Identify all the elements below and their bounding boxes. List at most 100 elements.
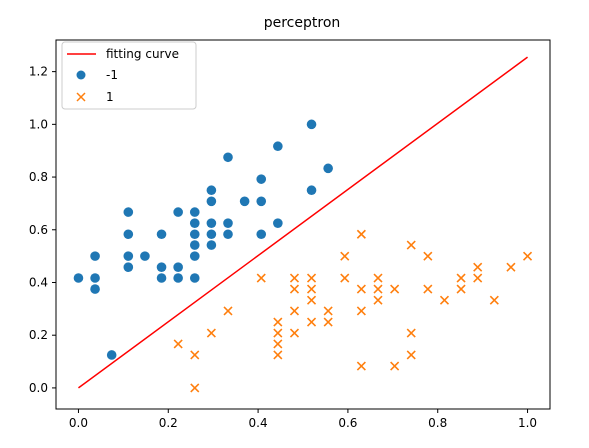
- x-tick-label: 1.0: [518, 416, 537, 430]
- point-pos1: [406, 350, 416, 360]
- y-tick-label: 0.2: [29, 328, 48, 342]
- point-pos1: [356, 284, 366, 294]
- x-tick-label: 0.6: [338, 416, 357, 430]
- legend-label-pos1: 1: [106, 90, 114, 104]
- plot-frame: [55, 39, 551, 410]
- point-pos1: [306, 284, 317, 294]
- point-pos1: [223, 306, 233, 316]
- legend-label-neg1: -1: [106, 68, 118, 82]
- point-pos1: [522, 251, 533, 261]
- point-neg1: [306, 119, 317, 130]
- point-pos1: [373, 295, 383, 305]
- point-pos1: [406, 240, 416, 250]
- point-pos1: [506, 262, 516, 272]
- point-pos1: [273, 350, 283, 360]
- point-neg1: [106, 350, 117, 360]
- point-neg1: [239, 196, 250, 207]
- point-pos1: [456, 284, 466, 294]
- point-neg1: [123, 229, 134, 240]
- point-pos1: [439, 295, 450, 305]
- point-neg1: [90, 284, 100, 294]
- point-neg1: [156, 229, 167, 240]
- point-pos1: [289, 328, 300, 338]
- y-tick-label: 0.6: [29, 223, 48, 237]
- legend-x-swatch: [76, 92, 86, 102]
- point-neg1: [156, 273, 167, 283]
- point-neg1: [189, 240, 200, 250]
- point-pos1: [306, 317, 317, 327]
- y-tick-label: 0.4: [29, 275, 48, 289]
- point-neg1: [73, 273, 84, 283]
- point-neg1: [123, 251, 134, 261]
- point-pos1: [273, 317, 283, 327]
- x-tick-label: 0.4: [249, 416, 268, 430]
- point-pos1: [323, 306, 333, 316]
- point-neg1: [306, 185, 317, 196]
- legend: fitting curve -1 1: [61, 41, 197, 110]
- point-pos1: [289, 306, 300, 316]
- point-pos1: [256, 273, 266, 283]
- point-pos1: [356, 361, 366, 371]
- point-pos1: [273, 328, 283, 338]
- point-pos1: [289, 273, 300, 283]
- point-pos1: [373, 273, 383, 283]
- point-neg1: [273, 141, 283, 152]
- plot-area: [73, 56, 533, 393]
- point-pos1: [323, 317, 333, 327]
- point-neg1: [173, 273, 183, 283]
- point-pos1: [289, 284, 300, 294]
- point-neg1: [206, 229, 217, 240]
- point-neg1: [90, 251, 100, 261]
- point-pos1: [373, 284, 383, 294]
- x-tick-label: 0.8: [428, 416, 447, 430]
- x-tick-label: 0.2: [159, 416, 178, 430]
- point-pos1: [273, 339, 283, 349]
- point-pos1: [390, 284, 400, 294]
- point-neg1: [156, 262, 167, 272]
- point-neg1: [189, 207, 200, 217]
- legend-label-fitting-curve: fitting curve: [106, 47, 179, 61]
- point-neg1: [206, 185, 217, 196]
- point-pos1: [489, 295, 499, 305]
- y-tick-label: 1.2: [29, 65, 48, 79]
- point-pos1: [340, 273, 350, 283]
- x-tick-label: 0.0: [69, 416, 88, 430]
- point-pos1: [423, 251, 433, 261]
- y-tick-label: 0.0: [29, 381, 48, 395]
- point-neg1: [90, 273, 100, 283]
- point-pos1: [190, 383, 200, 393]
- point-neg1: [123, 207, 134, 217]
- point-neg1: [256, 196, 267, 207]
- point-pos1: [456, 273, 466, 283]
- point-pos1: [406, 328, 416, 338]
- point-neg1: [256, 174, 267, 184]
- point-neg1: [206, 196, 217, 207]
- x-axis: 0.0 0.2 0.4 0.6 0.8 1.0: [69, 409, 537, 430]
- point-neg1: [273, 218, 283, 228]
- point-neg1: [173, 207, 183, 217]
- point-pos1: [473, 262, 483, 272]
- y-tick-label: 0.8: [29, 170, 48, 184]
- chart-title: perceptron: [264, 15, 341, 31]
- point-pos1: [356, 306, 366, 316]
- point-neg1: [256, 229, 267, 240]
- point-pos1: [206, 328, 216, 338]
- point-neg1: [223, 229, 233, 240]
- point-pos1: [173, 339, 183, 349]
- point-pos1: [390, 361, 400, 371]
- legend-circle-swatch: [76, 70, 86, 80]
- point-pos1: [473, 273, 483, 283]
- point-pos1: [340, 251, 350, 261]
- point-neg1: [173, 262, 183, 272]
- point-neg1: [189, 218, 200, 228]
- point-neg1: [206, 218, 217, 228]
- point-neg1: [189, 273, 200, 283]
- point-pos1: [423, 284, 433, 294]
- y-tick-label: 1.0: [29, 117, 48, 131]
- point-neg1: [140, 251, 150, 261]
- y-axis: 0.0 0.2 0.4 0.6 0.8 1.0 1.2: [29, 65, 56, 395]
- point-neg1: [189, 229, 200, 240]
- point-neg1: [223, 218, 233, 228]
- legend-box: [61, 41, 197, 110]
